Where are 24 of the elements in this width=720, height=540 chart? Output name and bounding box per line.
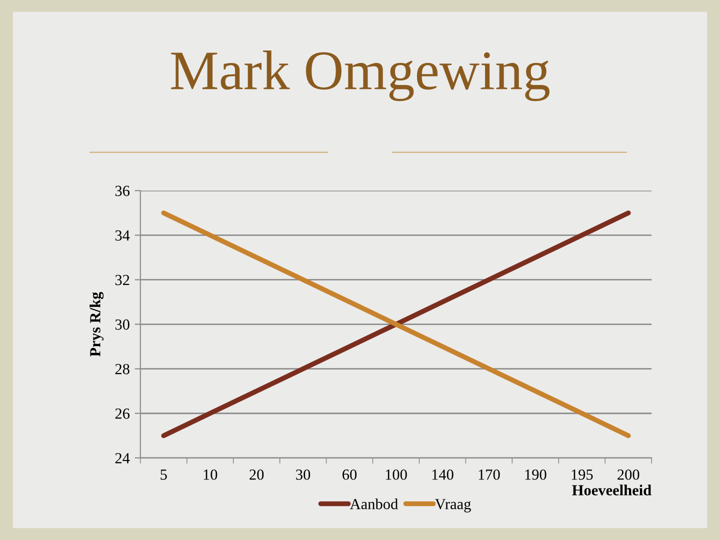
x-tick-label: 100: [386, 469, 407, 480]
y-tick-label: 36: [115, 186, 130, 196]
y-tick-label: 32: [115, 274, 130, 286]
line-series: [161, 210, 631, 438]
legend-label: Aanbod: [350, 498, 398, 510]
x-tick-label: 200: [618, 469, 640, 480]
x-tick-label: 170: [478, 469, 500, 480]
chart-title: Mark Omgewing: [171, 50, 550, 102]
y-tick-label: 24: [115, 453, 130, 464]
x-tick-label: 20: [250, 469, 264, 480]
y-tick-label: 30: [115, 319, 130, 330]
y-tick-label: 26: [115, 408, 130, 419]
x-tick-label: 5: [160, 470, 167, 480]
x-tick-label: 30: [296, 469, 310, 480]
x-tick-label: 140: [432, 469, 454, 480]
x-tick-label: 60: [342, 469, 357, 480]
x-axis-title: Hoeveelheid: [572, 484, 652, 496]
y-tick-label: 28: [115, 364, 130, 374]
x-tick-label: 195: [572, 470, 593, 480]
y-tick-label: 34: [115, 230, 130, 241]
y-axis-title: Prys R/kg: [90, 292, 104, 356]
legend-label: Vraag: [435, 499, 471, 512]
x-tick-label: 10: [204, 469, 218, 480]
x-tick-label: 190: [525, 469, 546, 480]
